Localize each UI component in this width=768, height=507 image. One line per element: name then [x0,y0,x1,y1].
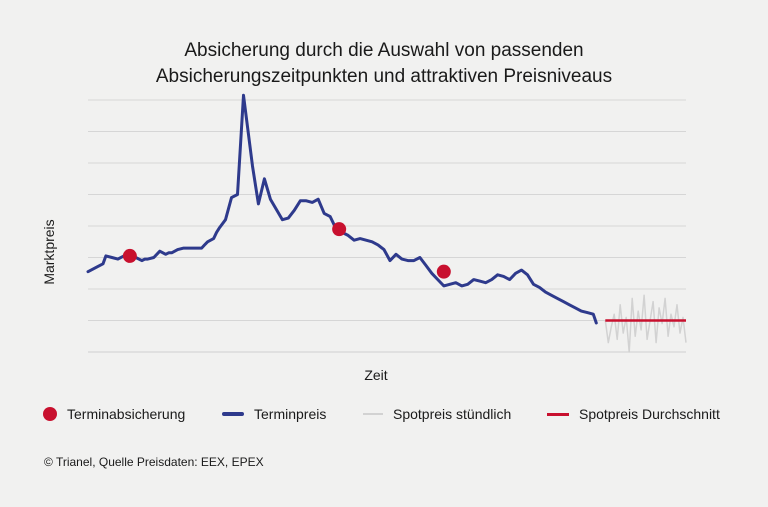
legend-line-icon [547,412,569,416]
chart-title-line-2: Absicherungszeitpunkten und attraktiven … [155,66,613,87]
series-spotpreis-stuendlich-line [604,294,687,353]
grid-lines [88,99,686,353]
legend-label-spotpreis-durchschnitt: Spotpreis Durchschnitt [579,406,720,422]
chart-title: Absicherung durch die Auswahl von passen… [0,38,768,90]
series-terminpreis-line [86,93,598,325]
chart-marks [86,93,687,353]
terminabsicherung-point [332,222,347,237]
legend-item-terminabsicherung: Terminabsicherung [43,403,185,425]
legend-line-icon [363,413,383,415]
legend-line-icon [222,412,244,416]
terminabsicherung-point [436,264,451,279]
y-axis-label: Marktpreis [41,219,57,285]
chart-title-line-1: Absicherung durch die Auswahl von passen… [184,40,584,61]
legend-dot-icon [43,407,57,421]
legend-label-spotpreis-stuendlich: Spotpreis stündlich [393,406,512,422]
terminabsicherung-point [122,248,137,263]
legend-item-spotpreis-durchschnitt: Spotpreis Durchschnitt [547,403,720,425]
x-axis-label: Zeit [364,367,388,383]
legend-item-spotpreis-stuendlich: Spotpreis stündlich [363,403,511,425]
legend-label-terminpreis: Terminpreis [254,406,327,422]
legend-item-terminpreis: Terminpreis [222,403,326,425]
legend: Terminabsicherung Terminpreis Spotpreis … [0,403,768,425]
legend-label-terminabsicherung: Terminabsicherung [67,406,186,422]
source-footer: © Trianel, Quelle Preisdaten: EEX, EPEX [44,455,264,469]
